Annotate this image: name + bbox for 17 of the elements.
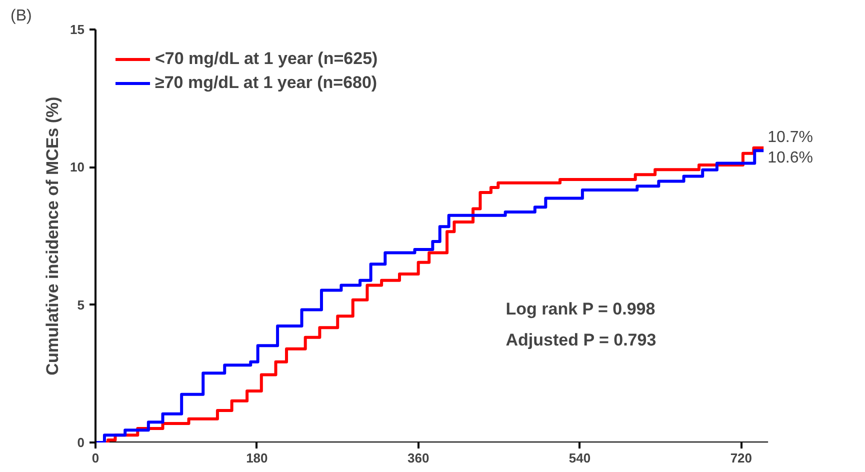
y-tick-label: 0 [77,435,85,450]
y-tick-label: 10 [70,160,85,175]
y-tick-label: 15 [70,22,85,37]
x-tick-label: 720 [730,450,752,466]
y-axis-title: Cumulative incidence of MCEs (%) [43,96,62,376]
annotation: Log rank P = 0.998 [506,300,656,319]
legend-label: ≥70 mg/dL at 1 year (n=680) [155,73,378,93]
annotation: 10.7% [768,128,813,146]
x-tick-label: 0 [92,450,100,466]
legend-label: <70 mg/dL at 1 year (n=625) [155,49,378,69]
annotation: Adjusted P = 0.793 [506,330,656,350]
x-tick-label: 180 [246,450,268,466]
y-tick-label: 5 [77,297,85,312]
x-tick-label: 540 [568,450,591,466]
annotation: 10.6% [768,150,813,167]
text: (B) [10,8,32,24]
x-tick-label: 360 [407,450,430,466]
